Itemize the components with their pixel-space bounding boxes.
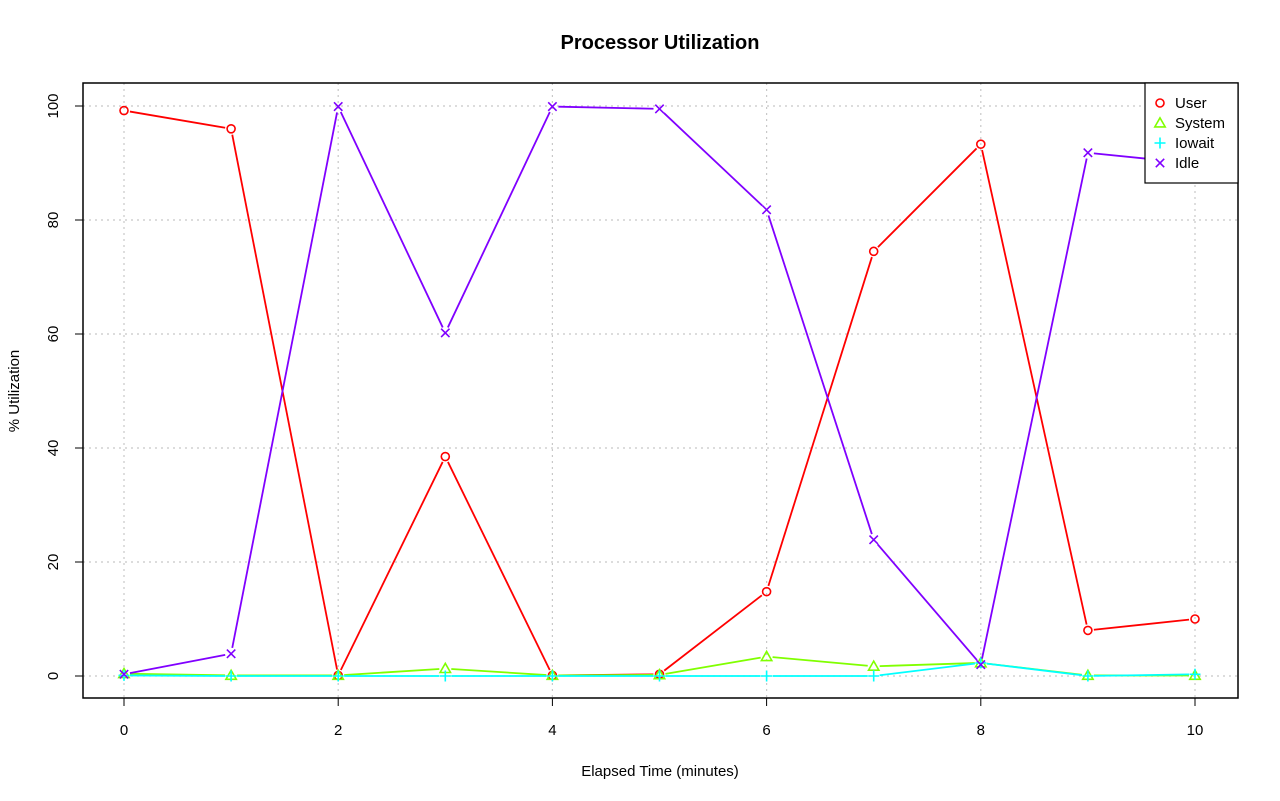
x-tick-label: 0 xyxy=(120,722,128,739)
line-segment-system xyxy=(772,656,868,667)
series-iowait xyxy=(118,657,1201,682)
y-tick-label: 100 xyxy=(45,93,62,118)
legend-marker-user xyxy=(1155,98,1165,108)
y-tick-label: 40 xyxy=(45,440,62,457)
data-point-iowait xyxy=(1189,668,1201,680)
data-point-iowait xyxy=(546,670,558,682)
line-segment-iowait xyxy=(129,674,226,677)
data-point-iowait xyxy=(332,670,344,682)
data-point-iowait xyxy=(439,670,451,682)
data-point-user xyxy=(1083,625,1093,636)
y-tick-label: 0 xyxy=(45,672,62,680)
line-segment-system xyxy=(665,656,761,675)
data-point-user xyxy=(440,451,451,462)
data-point-user xyxy=(226,124,236,134)
line-segment-system xyxy=(451,668,547,676)
y-tick-label: 80 xyxy=(45,212,62,229)
legend-label-iowait: Iowait xyxy=(1175,135,1215,152)
data-point-iowait xyxy=(654,670,665,682)
legend-label-user: User xyxy=(1175,95,1207,112)
chart-title: Processor Utilization xyxy=(561,32,760,54)
data-point-user xyxy=(868,246,879,257)
data-point-iowait xyxy=(868,670,880,682)
line-segment-user xyxy=(981,149,1088,625)
line-segment-iowait xyxy=(986,662,1083,677)
legend-label-system: System xyxy=(1175,115,1225,132)
data-point-iowait xyxy=(1082,670,1094,682)
legend-item-iowait: Iowait xyxy=(1154,135,1215,152)
line-segment-iowait xyxy=(1093,673,1190,677)
data-point-idle xyxy=(226,649,236,659)
x-tick-label: 10 xyxy=(1187,722,1204,739)
data-point-idle xyxy=(868,535,879,545)
line-segment-idle xyxy=(876,543,978,661)
line-segment-idle xyxy=(663,112,763,207)
data-point-idle xyxy=(654,104,665,114)
legend: User System Iowait Idle xyxy=(1144,82,1239,184)
line-segment-idle xyxy=(558,105,654,110)
line-segment-user xyxy=(129,110,226,129)
data-point-idle xyxy=(976,659,986,670)
x-axis-label: Elapsed Time (minutes) xyxy=(581,763,739,780)
data-point-iowait xyxy=(225,670,237,682)
legend-marker-system xyxy=(1153,116,1167,128)
line-segment-user xyxy=(663,594,763,672)
data-point-iowait xyxy=(761,670,773,682)
data-point-user xyxy=(975,139,986,149)
line-segment-user xyxy=(447,461,551,671)
x-tick-label: 4 xyxy=(548,722,556,739)
data-point-idle xyxy=(333,101,343,112)
line-segment-user xyxy=(1093,618,1190,631)
data-point-idle xyxy=(440,328,451,338)
data-point-idle xyxy=(547,101,558,112)
legend-marker-iowait xyxy=(1154,137,1166,149)
x-tick-label: 6 xyxy=(762,722,770,739)
data-point-iowait xyxy=(975,657,987,669)
x-tick-label: 8 xyxy=(977,722,985,739)
line-segment-user xyxy=(231,134,338,670)
data-point-system xyxy=(760,649,774,662)
data-point-iowait xyxy=(118,669,130,681)
data-point-user xyxy=(761,586,772,597)
line-segment-user xyxy=(877,147,978,248)
data-point-user xyxy=(119,105,129,116)
line-segment-user xyxy=(767,256,873,587)
line-segment-iowait xyxy=(879,662,975,677)
legend-item-system: System xyxy=(1153,115,1225,132)
line-segment-user xyxy=(340,461,444,671)
legend-marker-idle xyxy=(1155,158,1165,168)
y-axis-label: % Utilization xyxy=(6,350,23,433)
legend-item-user: User xyxy=(1155,95,1207,112)
data-point-user xyxy=(1190,614,1200,624)
series-layer xyxy=(117,101,1202,682)
y-tick-label: 60 xyxy=(45,326,62,343)
line-segment-idle xyxy=(767,215,873,535)
line-segment-idle xyxy=(447,111,551,328)
line-segment-system xyxy=(879,662,975,668)
series-idle xyxy=(119,101,1200,680)
legend-label-idle: Idle xyxy=(1175,155,1199,172)
line-segment-idle xyxy=(231,112,338,649)
line-segment-idle xyxy=(129,654,226,675)
data-point-idle xyxy=(119,669,129,680)
line-segment-idle xyxy=(339,111,444,328)
legend-item-idle: Idle xyxy=(1155,155,1199,172)
plot-frame xyxy=(82,82,1239,699)
data-point-idle xyxy=(761,204,772,215)
line-segment-idle xyxy=(981,158,1088,659)
y-tick-label: 20 xyxy=(45,554,62,571)
data-point-system xyxy=(867,659,881,672)
grid xyxy=(83,83,1238,698)
x-tick-label: 2 xyxy=(334,722,342,739)
line-segment-system xyxy=(344,668,440,676)
data-point-idle xyxy=(1083,147,1093,158)
